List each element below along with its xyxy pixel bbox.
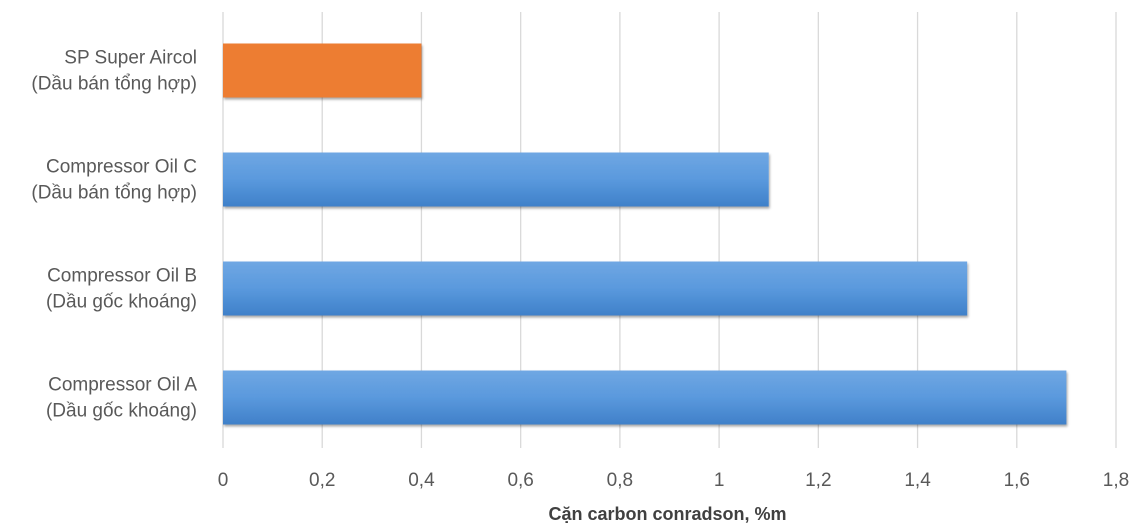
category-label: Compressor Oil B [47, 266, 197, 287]
x-tick-label: 1 [714, 470, 725, 491]
bar [223, 152, 769, 207]
bar [223, 43, 422, 98]
bars [223, 43, 1067, 425]
x-tick-label: 0,4 [408, 470, 435, 491]
category-label: (Dầu gốc khoáng) [46, 401, 197, 422]
bar [223, 370, 1067, 425]
category-labels: Compressor Oil A (Dầu gốc khoáng) Compress… [31, 48, 197, 422]
x-tick-label: 0,8 [607, 470, 633, 491]
x-tick-label: 1,4 [904, 470, 931, 491]
x-tick-label: 1,2 [805, 470, 831, 491]
x-tick-labels: 0 0,2 0,4 0,6 0,8 1 1,2 1,4 1,6 1,8 [218, 470, 1130, 491]
bar [223, 261, 968, 316]
x-tick-label: 1,8 [1103, 470, 1129, 491]
category-label: (Dầu bán tổng hợp) [31, 74, 197, 95]
x-axis-title: Cặn carbon conradson, %m [548, 504, 786, 524]
x-tick-label: 0 [218, 470, 229, 491]
category-label: (Dầu gốc khoáng) [46, 292, 197, 313]
x-tick-label: 0,2 [309, 470, 335, 491]
category-label: SP Super Aircol [64, 48, 197, 69]
category-label: Compressor Oil A [48, 375, 197, 396]
category-label: (Dầu bán tổng hợp) [31, 183, 197, 204]
x-tick-label: 0,6 [507, 470, 533, 491]
category-label: Compressor Oil C [46, 157, 197, 178]
x-tick-label: 1,6 [1004, 470, 1030, 491]
